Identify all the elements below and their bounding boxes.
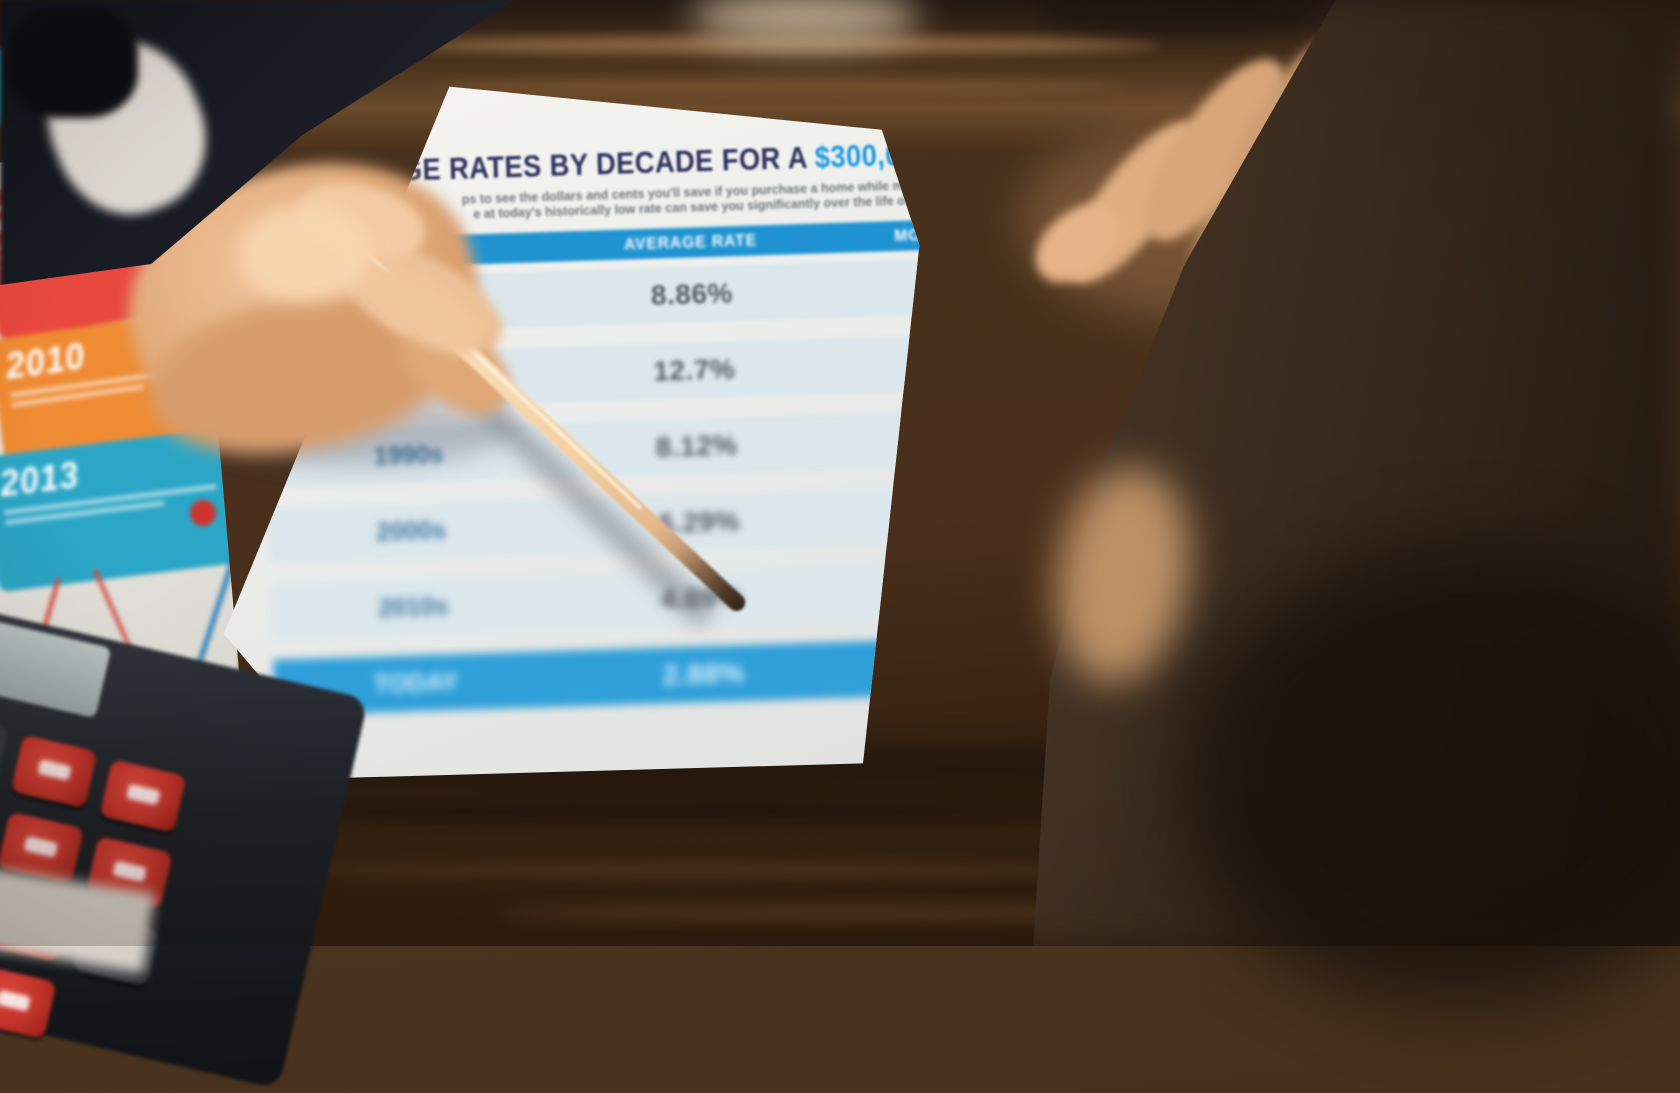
calculator-button: [72, 912, 160, 987]
rate-cell: 4.09%: [660, 581, 743, 615]
payment-cell: $1,855: [845, 493, 920, 534]
calculator-button: [10, 734, 98, 809]
table-edge-shadow: [1040, 0, 1320, 38]
wood-grain-streak: [300, 862, 1120, 878]
calculator-button: [0, 965, 57, 1039]
table-row: TODAY 2.88% $1,245: [273, 632, 920, 716]
rate-cell: 6.29%: [657, 505, 741, 539]
wood-grain-streak: [400, 36, 1160, 54]
sheet-title-prefix: GE RATES BY DECADE FOR A: [400, 139, 816, 188]
payment-cell: $2,227: [842, 417, 919, 458]
sheet-title-amount: $300,000: [814, 135, 933, 175]
sheet-title: GE RATES BY DECADE FOR A $300,000 HOME: [309, 132, 1025, 192]
dark-sleeve-edge: [8, 6, 138, 118]
wood-grain-streak: [430, 80, 1130, 93]
rate-cell: 2.88%: [662, 657, 746, 691]
knuckle-highlight: [240, 206, 370, 302]
wood-grain-streak: [500, 906, 1200, 920]
calculator-button: [99, 759, 187, 833]
payment-cell: $1,245: [849, 645, 919, 686]
average-rate-header: AVERAGE RATE: [623, 230, 758, 254]
payment-cell: $3,248: [840, 341, 919, 382]
rate-cell: 12.7%: [652, 353, 736, 387]
out-of-focus-thumb: [1043, 459, 1203, 692]
calculator-button: [0, 888, 71, 962]
calculator-button: [0, 811, 85, 886]
calculator-button: [0, 709, 9, 784]
sheet-title-suffix: HOME: [931, 133, 1025, 171]
rate-cell: 8.86%: [650, 277, 734, 311]
table-row: 2000s 6.29% $1,855: [268, 480, 920, 564]
out-of-focus-dark-corner: [1180, 546, 1680, 1006]
calculator-button: [85, 836, 173, 910]
decade-cell: 2000s: [375, 515, 447, 547]
payment-cell: $1,448: [847, 569, 919, 610]
timeline-red-dot: [190, 500, 216, 526]
background-light-spot: [690, 0, 920, 45]
decade-cell: 2010s: [378, 591, 449, 622]
